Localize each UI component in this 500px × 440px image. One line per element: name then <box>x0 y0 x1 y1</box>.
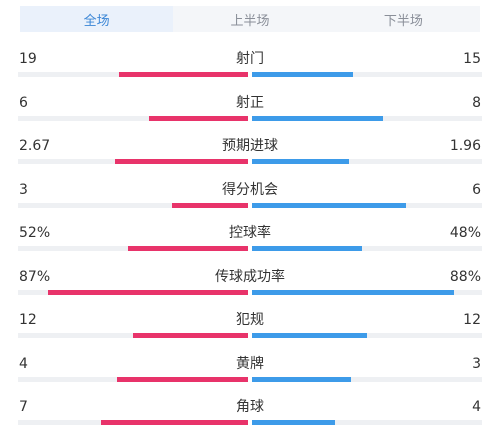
home-value: 6 <box>19 94 28 111</box>
away-value: 48% <box>449 225 481 241</box>
stat-label: 射门 <box>236 51 264 67</box>
away-bar <box>252 115 384 121</box>
home-bar-track <box>18 246 248 251</box>
home-bar-track <box>18 333 248 338</box>
home-bar-track <box>18 420 248 425</box>
stat-row: 4 黄牌 3 <box>0 345 500 389</box>
away-bar <box>252 246 363 251</box>
stat-label: 黄牌 <box>236 355 264 372</box>
home-bar <box>133 333 248 338</box>
tab-second-half[interactable]: 下半场 <box>383 13 423 29</box>
stat-row: 2.67 预期进球 1.96 <box>0 127 500 171</box>
home-bar-track <box>18 115 248 121</box>
stat-row: 12 犯规 12 <box>0 301 500 345</box>
home-bar <box>149 115 248 121</box>
home-bar <box>119 72 248 77</box>
away-value: 4 <box>472 399 481 415</box>
away-bar-track <box>252 202 482 208</box>
away-bar <box>252 333 367 338</box>
stat-row: 19 射门 15 <box>0 40 500 84</box>
home-value: 19 <box>19 51 37 67</box>
away-bar <box>252 202 407 208</box>
away-value: 1.96 <box>449 138 481 154</box>
home-value: 2.67 <box>19 138 51 154</box>
away-value: 12 <box>463 312 481 328</box>
away-bar-track <box>252 420 482 425</box>
away-value: 8 <box>472 94 481 111</box>
away-value: 88% <box>449 268 481 285</box>
away-bar-track <box>252 333 482 338</box>
away-bar <box>252 159 349 164</box>
stat-label: 预期进球 <box>222 138 278 154</box>
stat-label: 控球率 <box>229 225 271 241</box>
away-bar <box>252 376 351 382</box>
away-value: 6 <box>472 181 481 198</box>
home-bar-track <box>18 202 248 208</box>
away-bar-track <box>252 159 482 164</box>
away-value: 3 <box>472 355 481 372</box>
home-value: 52% <box>19 225 51 241</box>
home-value: 87% <box>19 268 51 285</box>
stat-label: 射正 <box>236 94 264 111</box>
home-value: 7 <box>19 399 28 415</box>
home-value: 3 <box>19 181 28 198</box>
stat-row: 7 角球 4 <box>0 388 500 432</box>
period-tabs: 全场 上半场 下半场 <box>20 6 480 32</box>
away-bar-track <box>252 115 482 121</box>
home-bar <box>47 289 248 295</box>
home-bar <box>100 420 248 425</box>
stat-label: 传球成功率 <box>215 268 285 285</box>
stat-label: 犯规 <box>236 312 264 328</box>
away-bar <box>252 420 335 425</box>
stat-label: 得分机会 <box>222 181 278 198</box>
home-bar-track <box>18 289 248 295</box>
home-value: 12 <box>19 312 37 328</box>
away-bar-track <box>252 289 482 295</box>
away-value: 15 <box>463 51 481 67</box>
stats-list: 19 射门 15 6 射正 8 2.67 预期进球 1.96 3 得分机会 6 52% 控球率 48% 87%… <box>0 40 500 432</box>
away-bar <box>252 289 455 295</box>
stat-row: 52% 控球率 48% <box>0 214 500 258</box>
stat-label: 角球 <box>236 399 264 415</box>
stat-row: 3 得分机会 6 <box>0 171 500 215</box>
away-bar-track <box>252 72 482 77</box>
home-bar-track <box>18 72 248 77</box>
away-bar <box>252 72 354 77</box>
stat-row: 6 射正 8 <box>0 84 500 128</box>
home-bar-track <box>18 159 248 164</box>
home-value: 4 <box>19 355 28 372</box>
home-bar-track <box>18 376 248 382</box>
away-bar-track <box>252 376 482 382</box>
stat-row: 87% 传球成功率 88% <box>0 258 500 302</box>
home-bar <box>114 159 248 164</box>
home-bar <box>128 246 248 251</box>
away-bar-track <box>252 246 482 251</box>
home-bar <box>172 202 248 208</box>
tab-full-match[interactable]: 全场 <box>20 6 174 32</box>
tab-first-half[interactable]: 上半场 <box>230 13 270 29</box>
home-bar <box>116 376 248 382</box>
